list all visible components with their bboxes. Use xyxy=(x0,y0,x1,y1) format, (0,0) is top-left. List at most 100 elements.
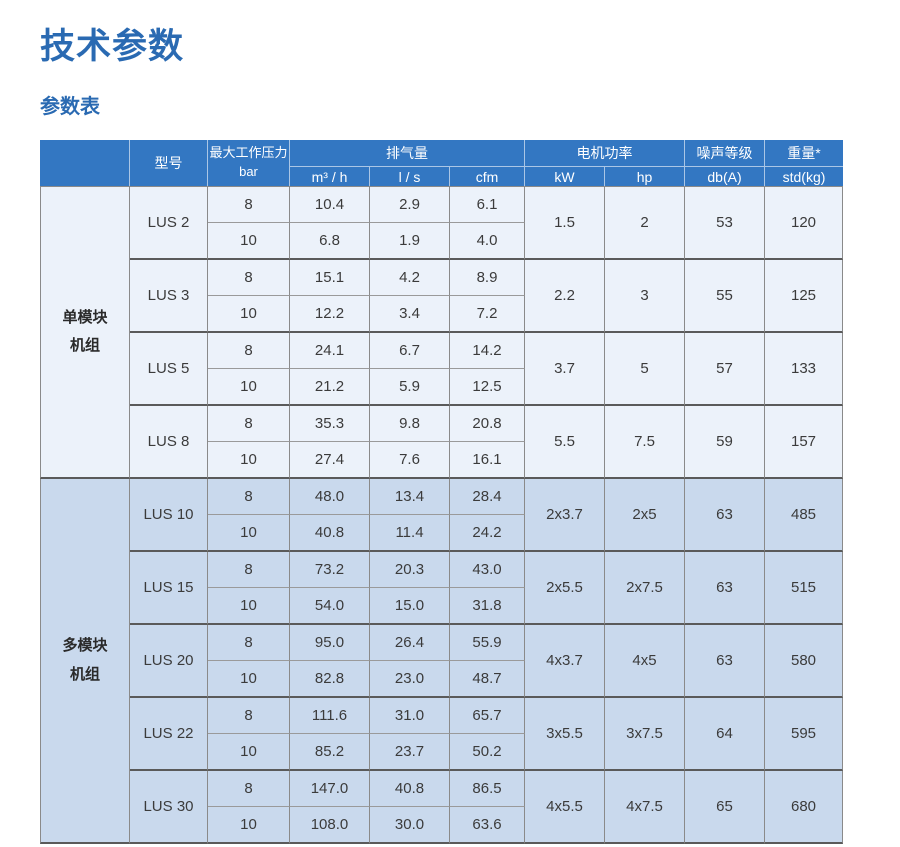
pressure-cell: 10 xyxy=(208,369,290,406)
capacity-m3h-cell: 6.8 xyxy=(290,223,370,260)
capacity-m3h-cell: 40.8 xyxy=(290,515,370,552)
pressure-cell: 10 xyxy=(208,296,290,333)
capacity-ls-cell: 13.4 xyxy=(370,479,450,515)
pressure-cell: 10 xyxy=(208,807,290,844)
power-hp-cell: 2x5 xyxy=(605,479,686,552)
capacity-cfm-cell: 6.1 xyxy=(450,186,526,223)
capacity-cfm-cell: 65.7 xyxy=(450,698,526,734)
power-hp-cell: 3x7.5 xyxy=(605,698,686,771)
page-title: 技术参数 xyxy=(40,27,185,66)
header-unit-cfm: cfm xyxy=(450,166,526,186)
capacity-cfm-cell: 63.6 xyxy=(450,807,526,844)
capacity-ls-cell: 1.9 xyxy=(370,223,450,260)
pressure-cell: 8 xyxy=(208,333,290,369)
noise-cell: 65 xyxy=(685,771,766,844)
capacity-ls-cell: 23.0 xyxy=(370,661,450,698)
group-label: 多模块 机组 xyxy=(40,479,130,844)
table-row: LUS 5 8 24.1 6.7 14.2 3.7 5 57 133 xyxy=(40,333,844,406)
pressure-cell: 8 xyxy=(208,698,290,734)
capacity-ls-cell: 11.4 xyxy=(370,515,450,552)
capacity-m3h-cell: 12.2 xyxy=(290,296,370,333)
header-unit-stdkg: std(kg) xyxy=(765,166,844,186)
noise-cell: 63 xyxy=(685,552,766,625)
pressure-cell: 8 xyxy=(208,260,290,296)
capacity-cfm-cell: 31.8 xyxy=(450,588,526,625)
capacity-ls-cell: 15.0 xyxy=(370,588,450,625)
capacity-ls-cell: 4.2 xyxy=(370,260,450,296)
power-hp-cell: 3 xyxy=(605,260,686,333)
table-body: 单模块 机组 LUS 2 8 10.4 2.9 6.1 1.5 2 53 120 10 6.8 1.9 4.… xyxy=(40,186,844,844)
pressure-cell: 10 xyxy=(208,442,290,479)
capacity-m3h-cell: 111.6 xyxy=(290,698,370,734)
capacity-cfm-cell: 14.2 xyxy=(450,333,526,369)
capacity-cfm-cell: 24.2 xyxy=(450,515,526,552)
power-kw-cell: 4x5.5 xyxy=(525,771,606,844)
pressure-cell: 10 xyxy=(208,734,290,771)
power-hp-cell: 5 xyxy=(605,333,686,406)
capacity-m3h-cell: 15.1 xyxy=(290,260,370,296)
weight-cell: 157 xyxy=(765,406,844,479)
power-kw-cell: 2x5.5 xyxy=(525,552,606,625)
capacity-m3h-cell: 54.0 xyxy=(290,588,370,625)
capacity-cfm-cell: 50.2 xyxy=(450,734,526,771)
model-cell: LUS 10 xyxy=(130,479,208,552)
header-unit-hp: hp xyxy=(605,166,686,186)
page-subtitle: 参数表 xyxy=(40,96,100,118)
capacity-cfm-cell: 7.2 xyxy=(450,296,526,333)
model-cell: LUS 8 xyxy=(130,406,208,479)
noise-cell: 63 xyxy=(685,479,766,552)
table-row: LUS 15 8 73.2 20.3 43.0 2x5.5 2x7.5 63 515 xyxy=(40,552,844,625)
power-hp-cell: 4x5 xyxy=(605,625,686,698)
header-row-1: 型号 最大工作压力 bar 排气量 电机功率 噪声等级 重量* xyxy=(40,140,844,186)
model-cell: LUS 30 xyxy=(130,771,208,844)
capacity-m3h-cell: 95.0 xyxy=(290,625,370,661)
table-row: 10 85.2 23.7 50.2 xyxy=(40,734,843,771)
header-pressure-unit: bar xyxy=(239,164,258,179)
capacity-cfm-cell: 86.5 xyxy=(450,771,526,807)
table-row: 10 12.2 3.4 7.2 xyxy=(40,296,843,333)
header-unit-ls: l / s xyxy=(370,166,450,186)
capacity-ls-cell: 5.9 xyxy=(370,369,450,406)
capacity-m3h-cell: 24.1 xyxy=(290,333,370,369)
weight-cell: 680 xyxy=(765,771,844,844)
header-model: 型号 xyxy=(130,140,208,186)
power-kw-cell: 2.2 xyxy=(525,260,606,333)
pressure-cell: 8 xyxy=(208,552,290,588)
header-power: 电机功率 xyxy=(525,140,686,166)
capacity-ls-cell: 40.8 xyxy=(370,771,450,807)
pressure-cell: 10 xyxy=(208,515,290,552)
header-group xyxy=(40,140,130,186)
capacity-ls-cell: 31.0 xyxy=(370,698,450,734)
capacity-m3h-cell: 10.4 xyxy=(290,186,370,223)
weight-cell: 485 xyxy=(765,479,844,552)
table-row: 10 27.4 7.6 16.1 xyxy=(40,442,843,479)
weight-cell: 595 xyxy=(765,698,844,771)
power-hp-cell: 2 xyxy=(605,186,686,260)
power-kw-cell: 4x3.7 xyxy=(525,625,606,698)
model-cell: LUS 15 xyxy=(130,552,208,625)
table-row: 10 54.0 15.0 31.8 xyxy=(40,588,843,625)
capacity-cfm-cell: 48.7 xyxy=(450,661,526,698)
capacity-m3h-cell: 82.8 xyxy=(290,661,370,698)
table-row: 10 6.8 1.9 4.0 xyxy=(40,223,843,260)
header-unit-m3h: m³ / h xyxy=(290,166,370,186)
header-unit-db: db(A) xyxy=(685,166,766,186)
pressure-cell: 8 xyxy=(208,771,290,807)
capacity-ls-cell: 2.9 xyxy=(370,186,450,223)
weight-cell: 120 xyxy=(765,186,844,260)
table-row: LUS 20 8 95.0 26.4 55.9 4x3.7 4x5 63 580 xyxy=(40,625,844,698)
noise-cell: 53 xyxy=(685,186,766,260)
header-noise: 噪声等级 xyxy=(685,140,766,166)
power-kw-cell: 2x3.7 xyxy=(525,479,606,552)
pressure-cell: 10 xyxy=(208,223,290,260)
header-weight: 重量* xyxy=(765,140,844,166)
power-kw-cell: 5.5 xyxy=(525,406,606,479)
capacity-ls-cell: 9.8 xyxy=(370,406,450,442)
table-row: 多模块 机组 LUS 10 8 48.0 13.4 28.4 2x3.7 2x5 63 485 xyxy=(40,479,844,844)
capacity-ls-cell: 7.6 xyxy=(370,442,450,479)
capacity-m3h-cell: 147.0 xyxy=(290,771,370,807)
capacity-m3h-cell: 21.2 xyxy=(290,369,370,406)
header-capacity: 排气量 xyxy=(290,140,526,166)
power-hp-cell: 2x7.5 xyxy=(605,552,686,625)
spec-table: 型号 最大工作压力 bar 排气量 电机功率 噪声等级 重量* m³ / h l… xyxy=(40,140,844,844)
